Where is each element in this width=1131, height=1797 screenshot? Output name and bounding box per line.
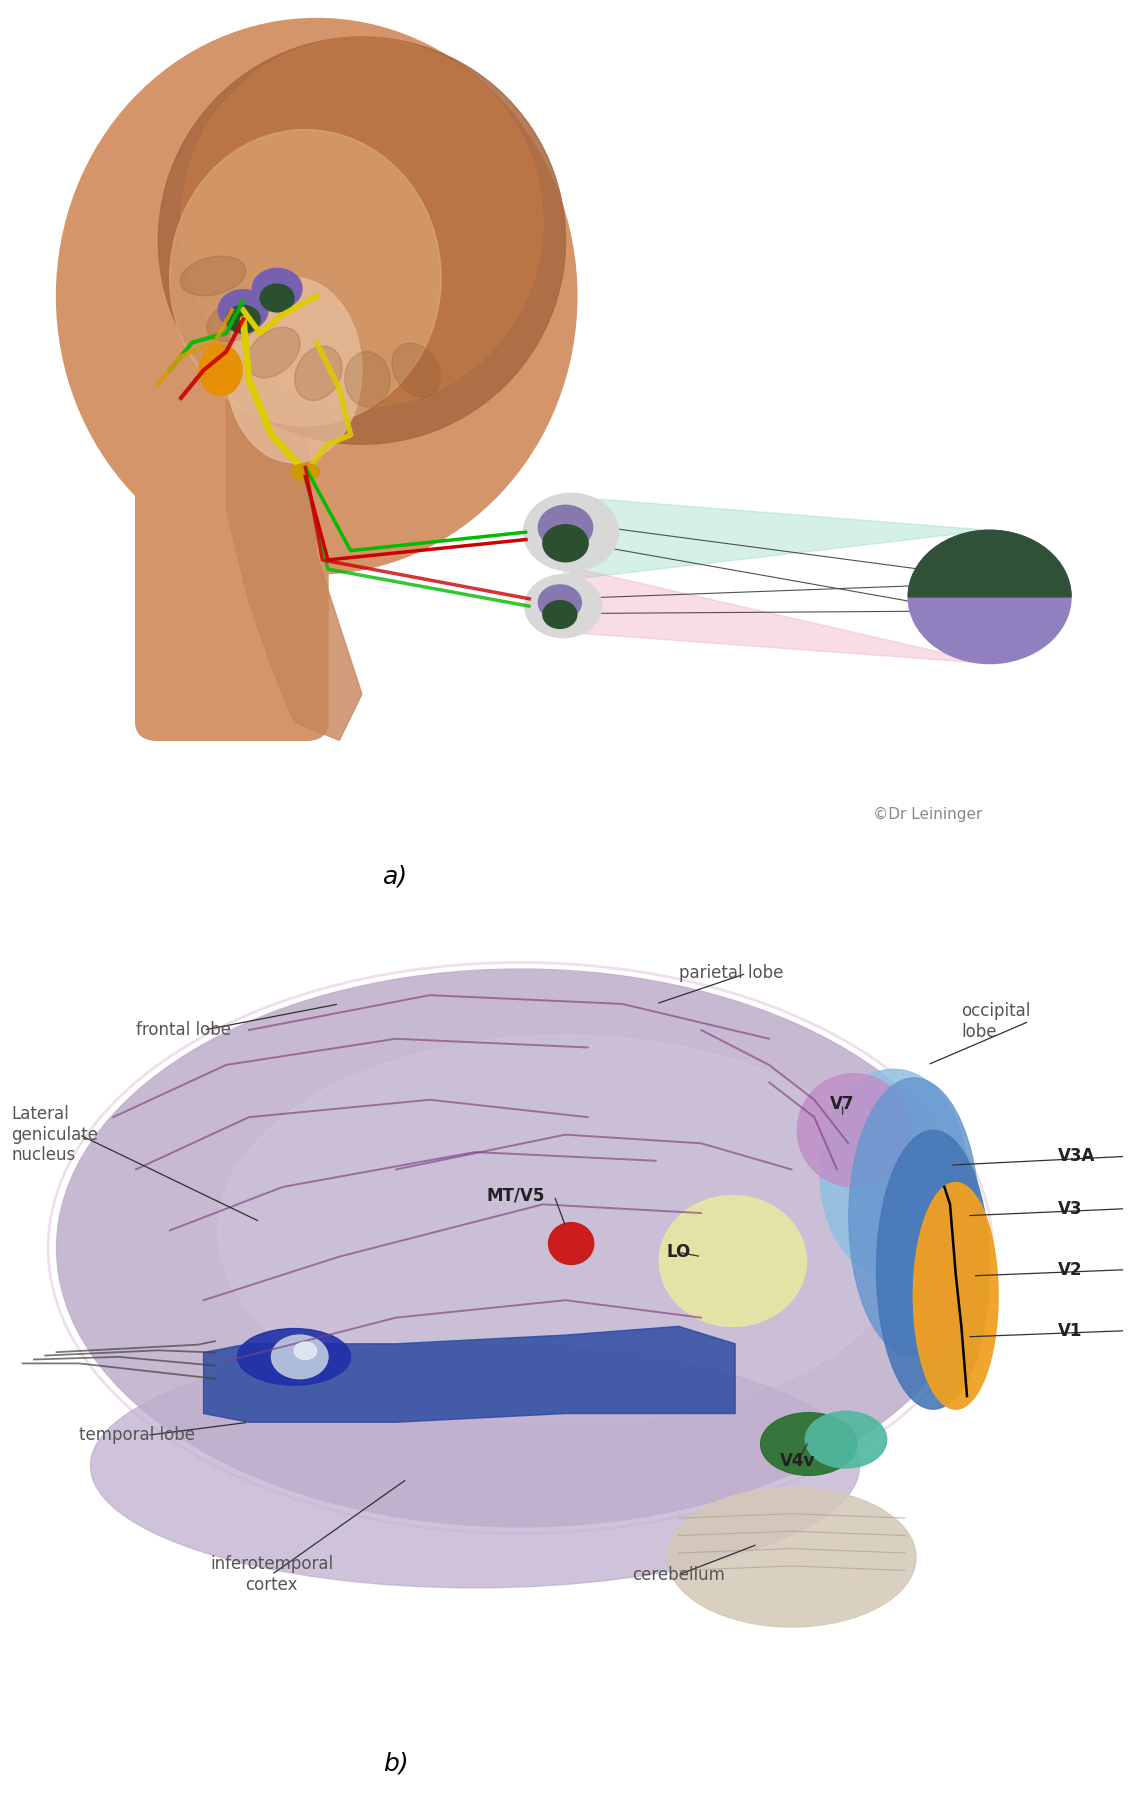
Circle shape [908, 530, 1071, 663]
Text: occipital
lobe: occipital lobe [961, 1003, 1030, 1040]
Ellipse shape [913, 1182, 999, 1409]
Ellipse shape [820, 1069, 967, 1278]
Circle shape [543, 525, 588, 562]
Text: MT/V5: MT/V5 [486, 1186, 545, 1204]
Ellipse shape [57, 969, 984, 1527]
Text: ©Dr Leininger: ©Dr Leininger [873, 807, 982, 821]
Circle shape [260, 284, 294, 313]
Polygon shape [563, 568, 990, 663]
Text: temporal lobe: temporal lobe [79, 1427, 196, 1445]
Ellipse shape [217, 1035, 914, 1425]
FancyBboxPatch shape [136, 444, 328, 740]
Text: V1: V1 [1057, 1323, 1082, 1341]
Ellipse shape [238, 1328, 351, 1385]
Ellipse shape [294, 347, 342, 401]
Circle shape [294, 1342, 317, 1360]
Text: V7: V7 [830, 1094, 855, 1112]
Circle shape [218, 289, 268, 331]
Text: V4v: V4v [779, 1452, 815, 1470]
Ellipse shape [181, 38, 543, 408]
Ellipse shape [180, 257, 245, 297]
Ellipse shape [877, 1130, 990, 1409]
Ellipse shape [90, 1344, 860, 1589]
Ellipse shape [345, 352, 390, 408]
Ellipse shape [199, 345, 242, 395]
Text: V2: V2 [1057, 1261, 1082, 1279]
Text: V3A: V3A [1057, 1148, 1095, 1166]
Polygon shape [226, 352, 362, 740]
Ellipse shape [226, 277, 362, 462]
Ellipse shape [158, 38, 566, 444]
Wedge shape [908, 530, 1071, 597]
Text: Lateral
geniculate
nucleus: Lateral geniculate nucleus [11, 1105, 98, 1164]
Ellipse shape [57, 18, 577, 573]
Ellipse shape [247, 327, 300, 377]
Ellipse shape [659, 1195, 806, 1326]
Ellipse shape [292, 464, 319, 480]
Text: LO: LO [666, 1244, 691, 1261]
Text: a): a) [383, 864, 408, 888]
Ellipse shape [760, 1412, 857, 1475]
Ellipse shape [207, 297, 267, 341]
Circle shape [226, 305, 260, 332]
Polygon shape [563, 498, 990, 580]
Circle shape [525, 575, 602, 638]
Ellipse shape [797, 1073, 910, 1188]
Ellipse shape [667, 1488, 916, 1626]
Text: parietal lobe: parietal lobe [679, 965, 783, 983]
Circle shape [538, 584, 581, 620]
Ellipse shape [391, 343, 440, 397]
Circle shape [543, 600, 577, 629]
Circle shape [252, 268, 302, 309]
Text: V3: V3 [1057, 1200, 1082, 1218]
Ellipse shape [170, 129, 441, 426]
Text: cerebellum: cerebellum [632, 1565, 725, 1583]
Ellipse shape [805, 1411, 887, 1468]
Ellipse shape [848, 1078, 979, 1357]
Ellipse shape [549, 1222, 594, 1265]
Text: inferotemporal
cortex: inferotemporal cortex [210, 1556, 333, 1594]
Text: frontal lobe: frontal lobe [136, 1021, 231, 1039]
Polygon shape [204, 1326, 735, 1421]
Circle shape [271, 1335, 328, 1378]
Circle shape [538, 505, 593, 550]
Text: b): b) [383, 1752, 408, 1775]
Circle shape [524, 492, 619, 571]
